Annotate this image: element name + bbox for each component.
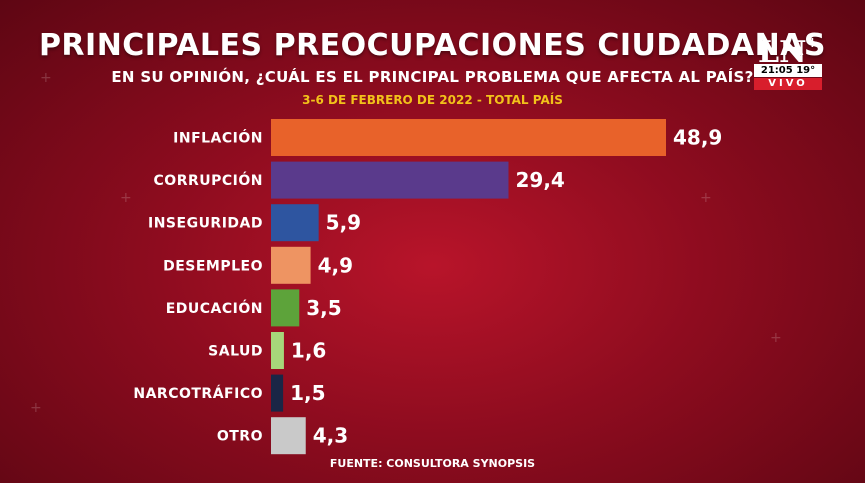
decor-plus: + [770,330,782,346]
value-label: 1,6 [291,339,326,363]
category-label: INSEGURIDAD [148,216,263,232]
value-label: 48,9 [673,126,722,150]
bar [271,204,319,242]
chart-subtitle: EN SU OPINIÓN, ¿CUÁL ES EL PRINCIPAL PRO… [111,68,754,86]
channel-logo-text: LN [758,35,807,70]
source-note: FUENTE: CONSULTORA SYNOPSIS [329,457,536,470]
category-label: OTRO [217,429,263,445]
category-label: NARCOTRÁFICO [133,385,263,402]
category-label: CORRUPCIÓN [154,171,263,189]
decor-plus: + [40,70,52,86]
survey-date: 3-6 DE FEBRERO DE 2022 - TOTAL PAÍS [302,93,563,107]
value-label: 3,5 [306,296,341,320]
bar [271,374,284,412]
category-label: SALUD [208,344,263,360]
value-label: 5,9 [326,211,361,235]
bar [271,161,509,199]
bar [271,246,311,284]
category-label: EDUCACIÓN [166,299,263,317]
value-label: 4,9 [318,253,353,277]
decor-plus: + [700,190,712,206]
bar [271,417,306,455]
bar [271,119,666,156]
live-badge: VIVO [754,78,822,90]
bar [271,332,284,369]
channel-logo: LN+ [758,30,820,70]
category-label: DESEMPLEO [163,258,263,274]
value-label: 29,4 [515,168,564,192]
bar [271,289,300,327]
decor-plus: + [120,190,132,206]
value-label: 4,3 [313,424,348,448]
chart-title: PRINCIPALES PREOCUPACIONES CIUDADANAS [38,28,827,63]
decor-plus: + [30,400,42,416]
category-label: INFLACIÓN [173,129,263,147]
clock-temperature: 21:05 19° [754,64,822,77]
value-label: 1,5 [290,381,325,405]
channel-logo-plus: + [806,35,819,51]
